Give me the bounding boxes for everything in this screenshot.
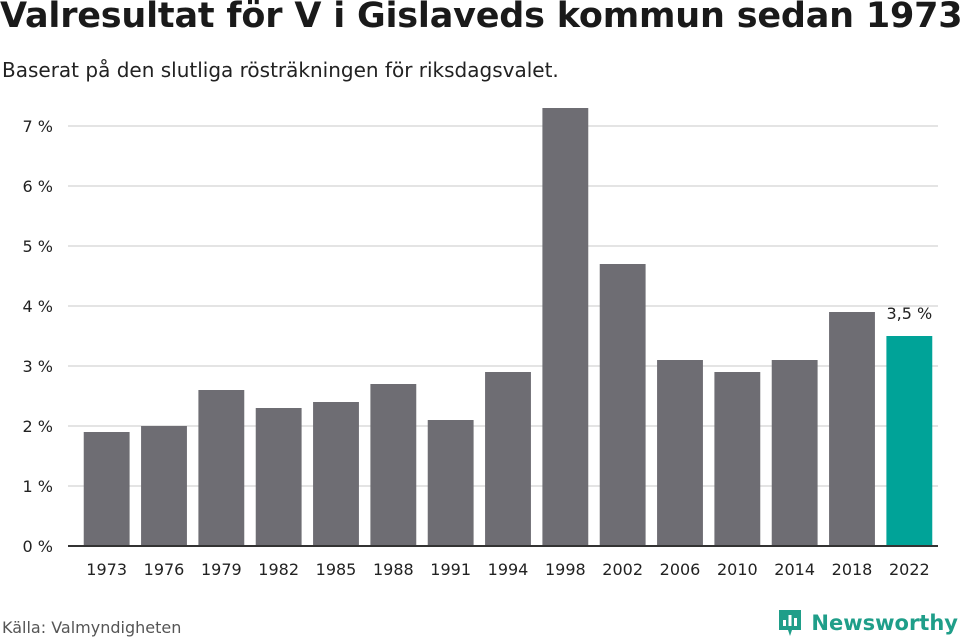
y-tick-label: 4 % (23, 297, 53, 316)
source-note: Källa: Valmyndigheten (2, 618, 182, 637)
x-tick-label: 1982 (258, 560, 299, 579)
data-labels: 3,5 % (886, 304, 932, 323)
y-tick-label: 2 % (23, 417, 53, 436)
x-tick-label: 2018 (832, 560, 873, 579)
bar-2018 (829, 312, 875, 546)
bar-1976 (141, 426, 187, 546)
x-tick-label: 2014 (774, 560, 815, 579)
bar-1982 (255, 408, 302, 546)
bar-2006 (657, 360, 703, 546)
chart-title: Valresultat för V i Gislaveds kommun sed… (0, 0, 960, 36)
bar-1991 (427, 420, 474, 546)
x-tick-label: 1985 (316, 560, 357, 579)
x-tick-label: 1998 (545, 560, 586, 579)
brand-logo: Newsworthy (777, 608, 958, 638)
x-tick-label: 1979 (201, 560, 242, 579)
bar-1979 (198, 390, 245, 546)
bar-2014 (771, 360, 818, 546)
y-tick-label: 3 % (23, 357, 53, 376)
bar-1998 (542, 108, 589, 546)
x-axis-tick-labels: 1973 1976 1979 1982 1985 1988 1991 1994 1998 2002… (86, 560, 929, 579)
bar-1994 (485, 372, 531, 546)
bar-chart: 0 % 1 % 2 % 3 % 4 % 5 % 6 % 7 % 1973 1976 1979 198… (23, 108, 938, 579)
x-tick-label: 2022 (889, 560, 930, 579)
bar-1988 (370, 384, 417, 546)
y-axis-tick-labels: 0 % 1 % 2 % 3 % 4 % 5 % 6 % 7 % (23, 117, 53, 556)
x-tick-label: 2006 (660, 560, 701, 579)
x-tick-label: 2010 (717, 560, 758, 579)
y-tick-label: 1 % (23, 477, 53, 496)
bar-2022 (886, 336, 933, 546)
x-tick-label: 1994 (488, 560, 529, 579)
bar-1973 (83, 432, 130, 546)
data-label-2022: 3,5 % (886, 304, 932, 323)
x-tick-label: 2002 (602, 560, 643, 579)
newsworthy-logo-icon (779, 610, 802, 636)
x-tick-label: 1988 (373, 560, 414, 579)
bar-2002 (599, 264, 646, 546)
x-tick-label: 1973 (86, 560, 127, 579)
x-tick-label: 1976 (144, 560, 185, 579)
chart-subtitle: Baserat på den slutliga rösträkningen fö… (2, 58, 559, 82)
y-tick-label: 5 % (23, 237, 53, 256)
bar-2010 (714, 372, 761, 546)
bars (83, 108, 933, 546)
y-tick-label: 7 % (23, 117, 53, 136)
x-tick-label: 1991 (430, 560, 471, 579)
y-tick-label: 0 % (23, 537, 53, 556)
bar-1985 (313, 402, 359, 546)
brand-name: Newsworthy (811, 611, 958, 635)
y-tick-label: 6 % (23, 177, 53, 196)
